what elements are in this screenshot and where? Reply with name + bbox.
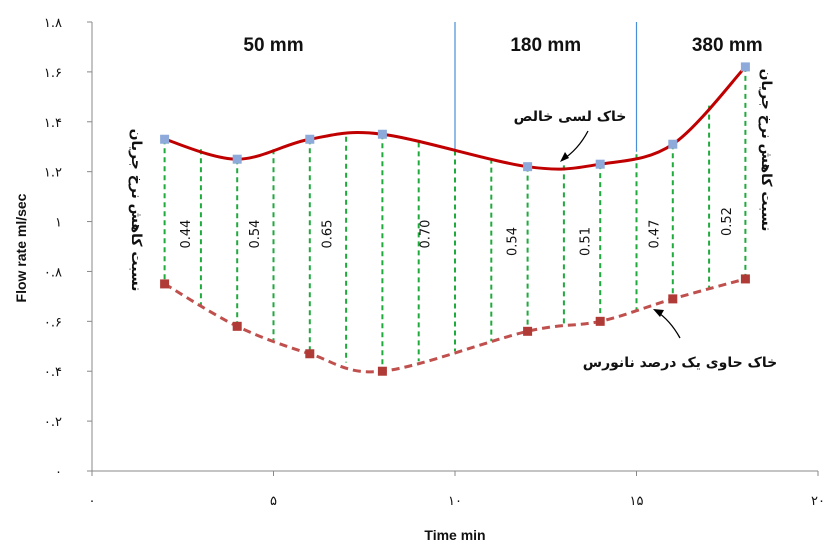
pure-loess-point-7	[740, 62, 750, 72]
y-tick-label-5: ۱	[55, 216, 62, 231]
y-tick-label-9: ۱.۸	[44, 16, 62, 31]
x-tick-label-4: ۲۰	[811, 494, 825, 509]
y-tick-label-1: ۰.۲	[44, 415, 62, 430]
nanoclay-point-0	[160, 279, 170, 289]
nanoclay-point-4	[523, 326, 533, 336]
ratio-label-5: 0.51	[578, 227, 593, 256]
pure-loess-point-6	[668, 139, 678, 149]
ratio-label-2: 0.65	[321, 220, 336, 249]
series-group	[160, 62, 750, 376]
y-tick-label-8: ۱.۶	[44, 66, 62, 81]
x-tick-label-3: ۱۵	[630, 494, 644, 509]
pure-loess-point-1	[232, 154, 242, 164]
nanoclay-point-6	[668, 294, 678, 304]
ratio-label-6: 0.47	[647, 220, 662, 249]
pure-loess-point-0	[160, 134, 170, 144]
region-dividers	[454, 22, 638, 152]
nanoclay-point-2	[305, 349, 315, 359]
nanoclay-point-7	[740, 274, 750, 284]
pure-loess-point-5	[595, 159, 605, 169]
series-label-arrowhead-2	[653, 309, 664, 317]
x-axis-title: Time min	[424, 527, 485, 543]
ratio-label-3: 0.70	[419, 220, 434, 249]
nanoclay-point-3	[377, 366, 387, 376]
x-tick-label-0: ۰	[89, 494, 96, 509]
labels-group: 50 mm 180 mm 380 mm 0.44 0.54 0.65 0.70 0.54 0.5…	[128, 35, 777, 371]
nanoclay-point-1	[232, 321, 242, 331]
region-label-0: 50 mm	[243, 35, 303, 56]
y-tick-label-0: ۰	[55, 465, 62, 480]
pure-loess-point-2	[305, 134, 315, 144]
ratio-label-0: 0.44	[179, 220, 194, 249]
series-line-nanoclay	[163, 277, 746, 374]
ratio-label-4: 0.54	[506, 227, 521, 256]
x-tick-label-2: ۱۰	[448, 494, 462, 509]
region-label-1: 180 mm	[510, 35, 581, 56]
y-tick-label-6: ۱.۲	[44, 166, 62, 181]
series-label-pure-loess: خاک لسی خالص	[514, 109, 627, 125]
y-axis-title: Flow rate ml/sec	[13, 193, 29, 302]
pure-loess-point-4	[523, 162, 533, 172]
ticks-group: ۰ ۵ ۱۰ ۱۵ ۲۰ ۰ ۰.۲ ۰.۴ ۰.۶ ۰.۸ ۱ ۱.۲ ۱.۴ ۱.۶ ۱.۸	[44, 16, 825, 509]
y-tick-label-4: ۰.۸	[44, 265, 62, 280]
nanoclay-point-5	[595, 316, 605, 326]
side-label-right: نسبت کاهش نرخ جریان	[758, 69, 774, 232]
y-tick-label-7: ۱.۴	[44, 116, 62, 131]
ratio-label-1: 0.54	[248, 220, 263, 249]
side-label-left: نسبت کاهش نرخ جریان	[128, 129, 144, 292]
series-label-arrowhead-1	[560, 152, 569, 162]
x-tick-label-1: ۵	[270, 494, 277, 509]
region-label-2: 380 mm	[692, 35, 763, 56]
y-tick-label-3: ۰.۶	[44, 315, 62, 330]
ratio-label-7: 0.52	[720, 207, 735, 236]
series-label-nanoclay: خاک حاوی یک درصد نانورس	[583, 355, 777, 371]
pure-loess-point-3	[377, 129, 387, 139]
ratio-lines-group	[163, 66, 747, 372]
y-tick-label-2: ۰.۴	[44, 365, 62, 380]
